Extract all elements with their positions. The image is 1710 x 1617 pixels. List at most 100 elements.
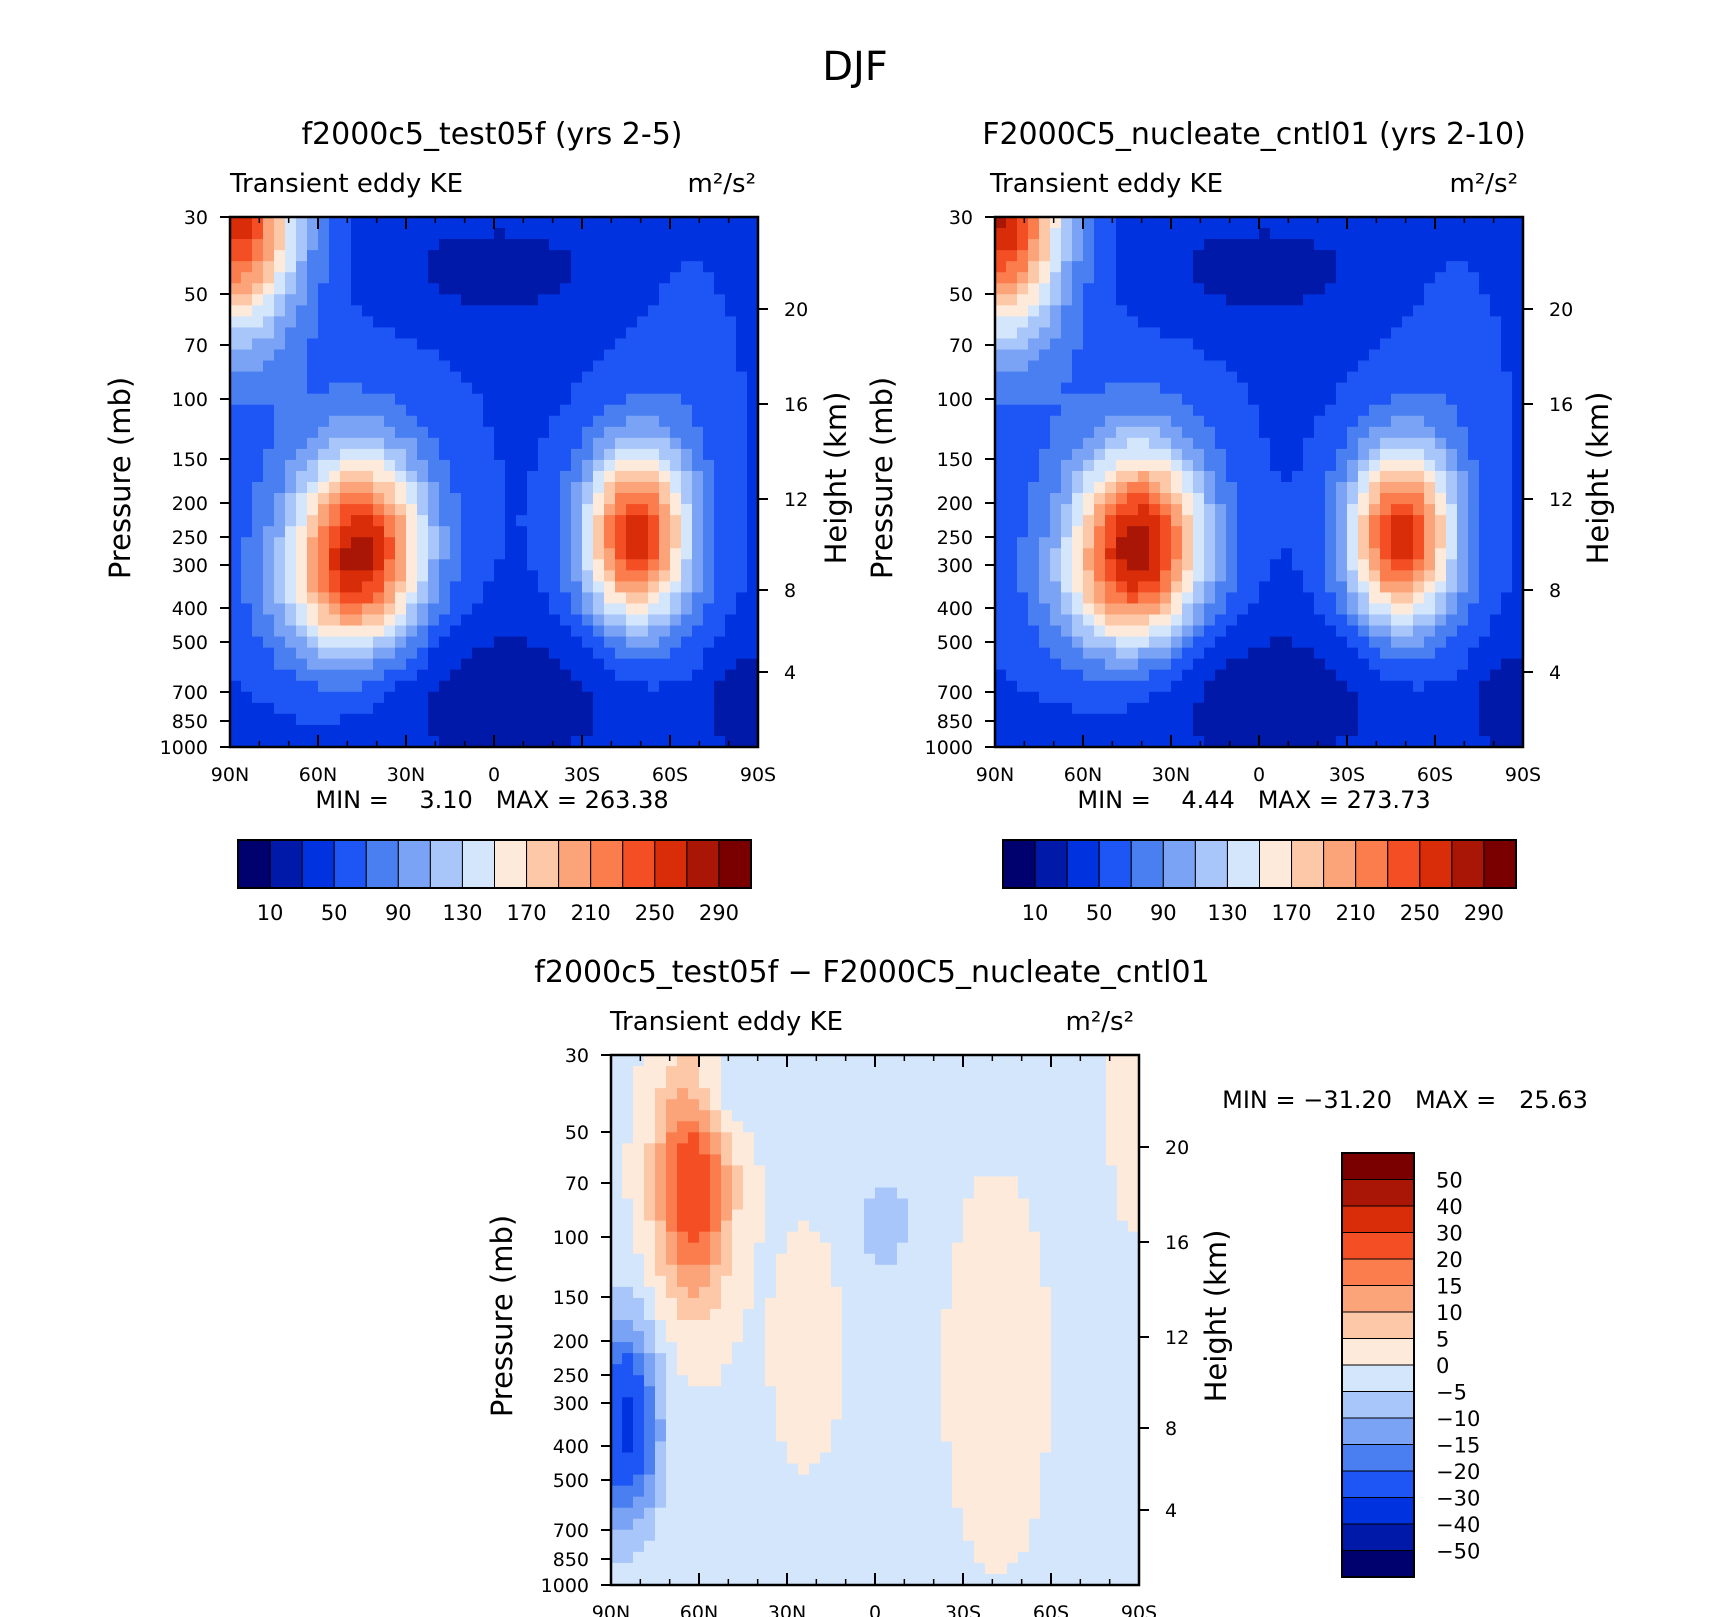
heatmap-cell — [1259, 570, 1271, 582]
heatmap-cell — [1468, 680, 1480, 693]
heatmap-cell — [1094, 217, 1106, 229]
heatmap-cell — [736, 691, 748, 704]
heatmap-cell — [549, 691, 561, 704]
heatmap-cell — [373, 482, 385, 494]
heatmap-cell — [1468, 713, 1480, 726]
heatmap-cell — [1435, 559, 1447, 571]
heatmap-cell — [1314, 349, 1326, 362]
heatmap-cell — [1094, 537, 1106, 549]
heatmap-cell — [1325, 426, 1337, 439]
heatmap-cell — [1039, 437, 1051, 450]
heatmap-cell — [703, 581, 715, 594]
heatmap-cell — [263, 250, 275, 262]
heatmap-cell — [241, 614, 253, 627]
heatmap-cell — [681, 515, 693, 527]
heatmap-cell — [1171, 459, 1183, 472]
heatmap-cell — [1358, 581, 1370, 594]
heatmap-cell — [230, 614, 242, 627]
heatmap-cell — [1479, 493, 1491, 505]
heatmap-cell — [1391, 636, 1403, 649]
heatmap-cell — [1039, 658, 1051, 671]
heatmap-cell — [1193, 459, 1205, 472]
heatmap-cell — [1237, 404, 1249, 417]
heatmap-cell — [373, 636, 385, 649]
heatmap-cell — [362, 349, 374, 362]
heatmap-cell — [1204, 393, 1216, 406]
heatmap-cell — [622, 1507, 634, 1520]
heatmap-cell — [351, 393, 363, 406]
heatmap-cell — [1237, 228, 1249, 240]
heatmap-cell — [637, 283, 649, 295]
heatmap-cell — [549, 261, 561, 273]
heatmap-cell — [505, 459, 517, 472]
heatmap-cell — [1336, 217, 1348, 229]
heatmap-cell — [428, 437, 440, 450]
heatmap-cell — [1171, 294, 1183, 306]
heatmap-cell — [252, 437, 264, 450]
heatmap-cell — [1182, 415, 1194, 428]
heatmap-cell — [1380, 647, 1392, 660]
heatmap-cell — [307, 559, 319, 571]
heatmap-cell — [1204, 702, 1216, 715]
heatmap-cell — [703, 393, 715, 406]
heatmap-cell — [439, 526, 451, 538]
heatmap-cell — [241, 437, 253, 450]
heatmap-cell — [362, 228, 374, 240]
heatmap-cell — [1149, 349, 1161, 362]
heatmap-cell — [1138, 415, 1150, 428]
heatmap-cell — [1259, 658, 1271, 671]
heatmap-cell — [1259, 581, 1271, 594]
heatmap-cell — [1358, 735, 1370, 748]
heatmap-cell — [230, 217, 242, 229]
heatmap-cell — [494, 537, 506, 549]
heatmap-cell — [384, 261, 396, 273]
heatmap-cell — [1457, 272, 1469, 284]
heatmap-cell — [1358, 614, 1370, 627]
heatmap-cell — [1479, 548, 1491, 560]
heatmap-cell — [340, 493, 352, 505]
heatmap-cell — [1490, 603, 1502, 616]
heatmap-cell — [747, 482, 759, 494]
heatmap-cell — [1050, 382, 1062, 395]
y2-tick-label: 16 — [784, 394, 808, 416]
heatmap-cell — [1006, 493, 1018, 505]
heatmap-cell — [571, 360, 583, 373]
heatmap-cell — [1325, 680, 1337, 693]
heatmap-cell — [1006, 338, 1018, 351]
heatmap-cell — [1314, 526, 1326, 538]
heatmap-cell — [995, 592, 1007, 605]
heatmap-cell — [593, 515, 605, 527]
heatmap-cell — [1028, 548, 1040, 560]
heatmap-cell — [1083, 713, 1095, 726]
heatmap-cell — [406, 426, 418, 439]
heatmap-cell — [1094, 360, 1106, 373]
heatmap-cell — [995, 459, 1007, 472]
heatmap-cell — [1039, 459, 1051, 472]
colorbar-swatch — [1323, 839, 1357, 889]
heatmap-cell — [428, 426, 440, 439]
heatmap-cell — [670, 448, 682, 461]
heatmap-cell — [263, 316, 275, 329]
heatmap-cell — [230, 316, 242, 329]
heatmap-cell — [633, 1198, 645, 1211]
heatmap-cell — [307, 592, 319, 605]
heatmap-cell — [494, 625, 506, 638]
heatmap-cell — [622, 1231, 634, 1244]
heatmap-cell — [1259, 625, 1271, 638]
heatmap-cell — [428, 504, 440, 516]
heatmap-cell — [1336, 482, 1348, 494]
heatmap-cell — [582, 294, 594, 306]
heatmap-cell — [648, 702, 660, 715]
heatmap-cell — [417, 448, 429, 461]
heatmap-cell — [538, 404, 550, 417]
heatmap-cell — [395, 294, 407, 306]
heatmap-cell — [622, 1264, 634, 1277]
heatmap-cell — [611, 1242, 623, 1255]
heatmap-cell — [747, 504, 759, 516]
heatmap-cell — [549, 393, 561, 406]
heatmap-cell — [1336, 625, 1348, 638]
heatmap-cell — [373, 493, 385, 505]
heatmap-cell — [1006, 228, 1018, 240]
heatmap-cell — [1127, 636, 1139, 649]
heatmap-cell — [571, 371, 583, 384]
